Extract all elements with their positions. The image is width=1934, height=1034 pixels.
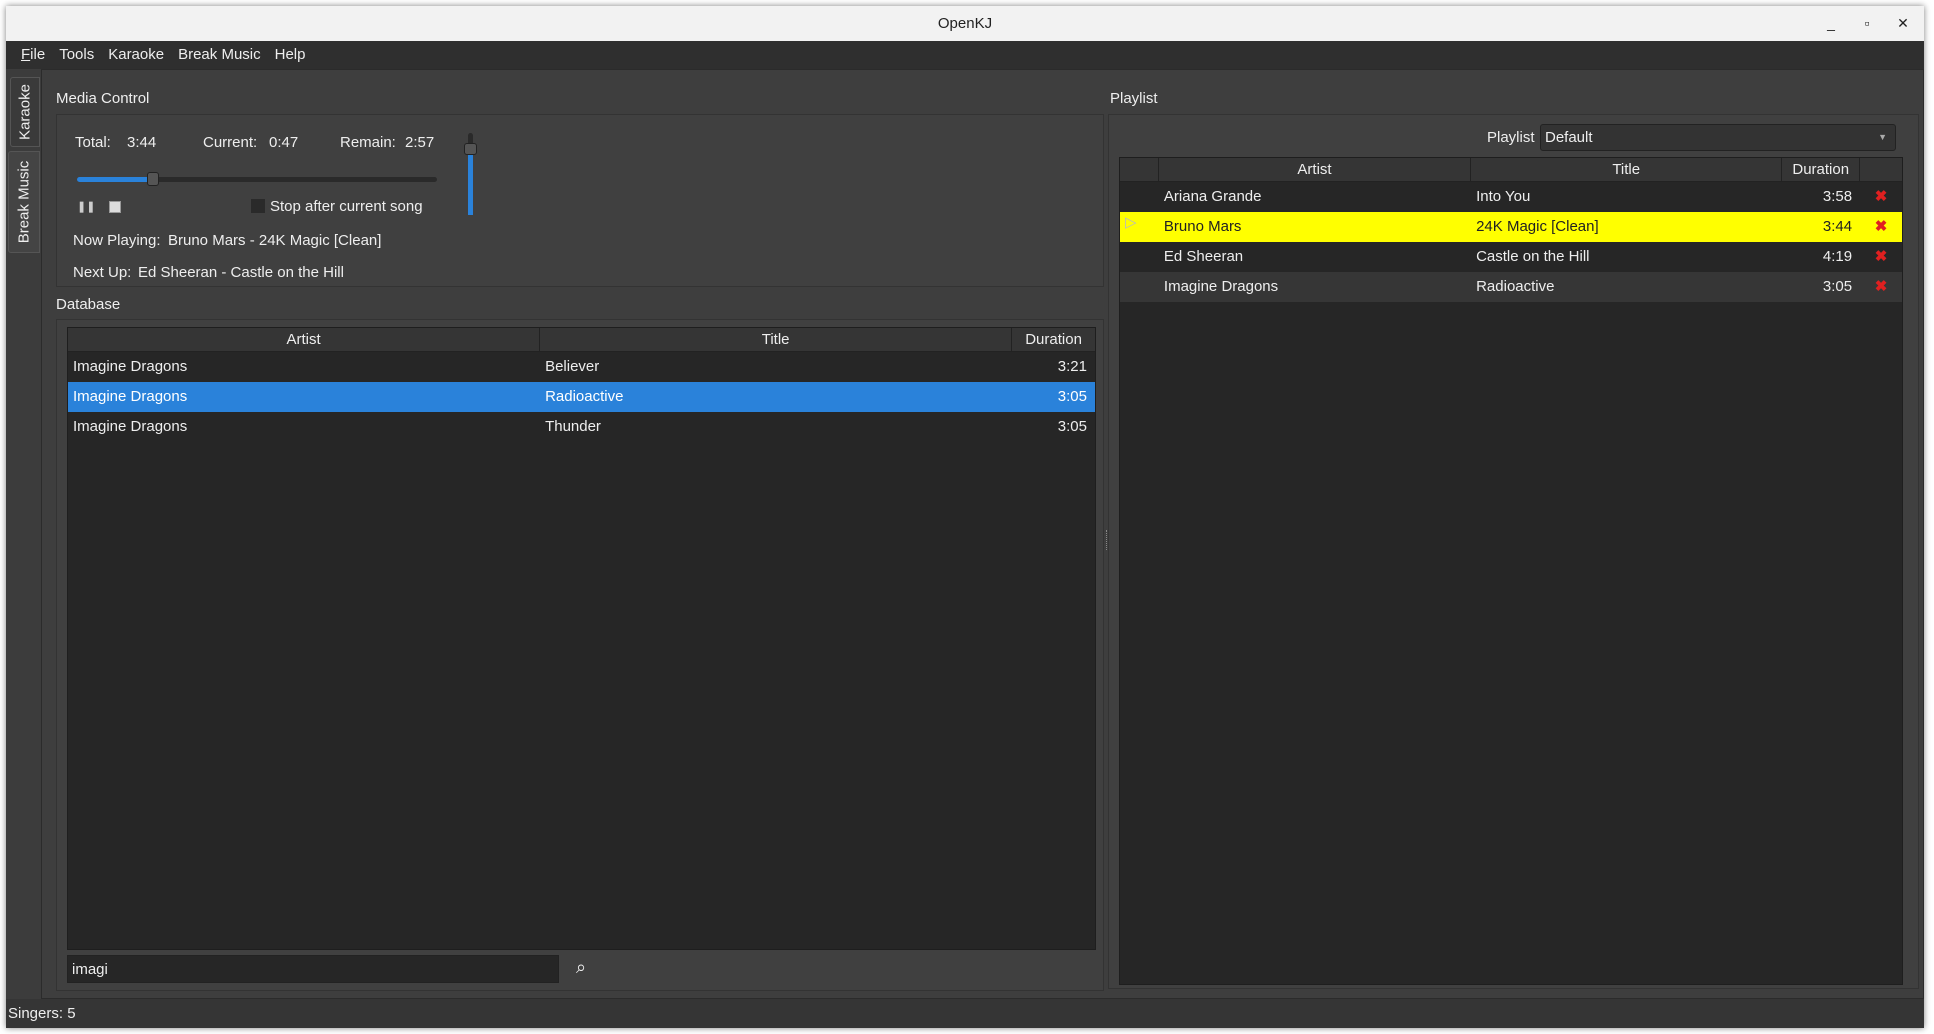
now-playing-label: Now Playing: — [73, 232, 161, 249]
now-playing-value: Bruno Mars - 24K Magic [Clean] — [168, 232, 382, 249]
pl-cell-duration: 4:19 — [1822, 248, 1853, 265]
row-status — [1120, 272, 1159, 302]
playlist-select[interactable]: Default ▼ — [1540, 124, 1896, 151]
remain-label: Remain: — [340, 134, 396, 151]
tab-break-music[interactable]: Break Music — [8, 151, 40, 253]
splitter-handle[interactable] — [1106, 530, 1109, 550]
total-label: Total: — [75, 134, 111, 151]
database-table: Artist Title Duration Imagine Dragons Bel… — [67, 327, 1096, 950]
menu-break-music[interactable]: Break Music — [178, 46, 261, 63]
db-col-duration[interactable]: Duration — [1025, 331, 1082, 348]
db-cell-artist: Imagine Dragons — [73, 358, 188, 375]
pl-col-delete — [1860, 158, 1902, 181]
db-cell-artist: Imagine Dragons — [73, 418, 188, 435]
minimize-button[interactable]: _ — [1827, 15, 1835, 31]
total-value: 3:44 — [127, 134, 157, 151]
status-bar: Singers: 5 — [6, 999, 1924, 1028]
pl-cell-artist: Ariana Grande — [1163, 188, 1262, 205]
playlist-select-value: Default — [1545, 129, 1593, 146]
pl-col-title[interactable]: Title — [1471, 158, 1783, 181]
delete-icon[interactable]: ✖ — [1874, 188, 1888, 205]
pause-icon: ❚❚ — [77, 201, 96, 213]
delete-icon[interactable]: ✖ — [1874, 248, 1888, 265]
pl-cell-title: 24K Magic [Clean] — [1476, 218, 1599, 235]
db-table-row[interactable]: Imagine Dragons Believer 3:21 — [68, 352, 1095, 382]
media-control-label: Media Control — [56, 90, 150, 107]
volume-slider[interactable] — [464, 133, 477, 215]
playlist-row[interactable]: Ariana Grande Into You 3:58 ✖ — [1120, 182, 1902, 212]
pl-cell-duration: 3:58 — [1822, 188, 1853, 205]
database-label: Database — [56, 296, 121, 313]
db-col-title[interactable]: Title — [540, 328, 1013, 351]
pause-button[interactable]: ❚❚ — [77, 200, 95, 214]
db-table-row[interactable]: Imagine Dragons Radioactive 3:05 — [68, 382, 1095, 412]
db-col-artist[interactable]: Artist — [68, 328, 541, 351]
playlist-table: Artist Title Duration Ariana Grande Into … — [1119, 157, 1903, 985]
break-music-panel: Media Control Total: 3:44 Current: 0:47 … — [41, 69, 1924, 999]
playlist-row[interactable]: Imagine Dragons Radioactive 3:05 ✖ — [1120, 272, 1902, 302]
stop-after-label: Stop after current song — [270, 198, 423, 215]
tab-karaoke[interactable]: Karaoke — [10, 77, 40, 147]
seek-handle[interactable] — [146, 172, 159, 186]
tab-break-music-label: Break Music — [15, 160, 33, 244]
window-title: OpenKJ — [937, 15, 993, 32]
remain-value: 2:57 — [405, 134, 435, 151]
title-bar: OpenKJ — [6, 6, 1924, 41]
row-status — [1120, 182, 1159, 212]
pl-col-status — [1120, 158, 1159, 181]
chevron-down-icon: ▼ — [1878, 132, 1887, 142]
search-button[interactable]: ⌕ — [569, 957, 593, 981]
pl-col-duration[interactable]: Duration — [1782, 158, 1861, 181]
row-status — [1120, 242, 1159, 272]
pl-cell-artist: Ed Sheeran — [1163, 248, 1244, 265]
playlist-label: Playlist — [1110, 90, 1158, 107]
seek-slider[interactable] — [77, 172, 437, 186]
database-search-input[interactable] — [67, 955, 559, 983]
pl-cell-duration: 3:44 — [1822, 218, 1853, 235]
db-cell-title: Thunder — [545, 418, 601, 435]
play-indicator-icon: ▷ — [1125, 214, 1137, 231]
pl-cell-title: Into You — [1476, 188, 1531, 205]
seek-fill — [77, 177, 153, 182]
pl-cell-artist: Bruno Mars — [1163, 218, 1242, 235]
pl-cell-artist: Imagine Dragons — [1163, 278, 1279, 295]
menu-karaoke[interactable]: Karaoke — [108, 46, 165, 63]
current-value: 0:47 — [269, 134, 299, 151]
maximize-button[interactable]: ▫ — [1864, 15, 1870, 31]
next-up-label: Next Up: — [73, 264, 132, 281]
app-window: OpenKJ _ ▫ ✕ File Tools Karaoke Break Mu… — [6, 6, 1924, 1028]
menu-help[interactable]: Help — [274, 46, 306, 63]
pl-cell-title: Radioactive — [1476, 278, 1555, 295]
pl-cell-duration: 3:05 — [1822, 278, 1853, 295]
menu-file[interactable]: File — [21, 46, 46, 63]
stop-after-checkbox[interactable] — [251, 199, 265, 213]
delete-icon[interactable]: ✖ — [1874, 278, 1888, 295]
delete-icon[interactable]: ✖ — [1874, 218, 1888, 235]
menu-tools[interactable]: Tools — [59, 46, 95, 63]
db-cell-duration: 3:21 — [1057, 358, 1087, 375]
db-cell-title: Believer — [545, 358, 600, 375]
stop-button[interactable] — [109, 201, 121, 213]
zoom-search-icon: ⌕ — [575, 957, 587, 977]
db-cell-duration: 3:05 — [1057, 418, 1087, 435]
db-cell-title: Radioactive — [545, 388, 624, 405]
db-cell-duration: 3:05 — [1057, 388, 1087, 405]
db-cell-artist: Imagine Dragons — [73, 388, 188, 405]
volume-handle[interactable] — [464, 143, 477, 156]
volume-fill — [468, 149, 473, 215]
next-up-value: Ed Sheeran - Castle on the Hill — [138, 264, 344, 281]
media-control-group: Total: 3:44 Current: 0:47 Remain: 2:57 ❚… — [56, 114, 1104, 287]
tab-karaoke-label: Karaoke — [16, 84, 34, 140]
close-button[interactable]: ✕ — [1897, 15, 1909, 31]
menu-bar: File Tools Karaoke Break Music Help — [6, 41, 1924, 69]
singers-count: Singers: 5 — [8, 1005, 76, 1022]
db-table-row[interactable]: Imagine Dragons Thunder 3:05 — [68, 412, 1095, 442]
pl-col-artist[interactable]: Artist — [1159, 158, 1472, 181]
playlist-combo-label: Playlist — [1487, 129, 1535, 146]
pl-cell-title: Castle on the Hill — [1476, 248, 1590, 265]
current-label: Current: — [203, 134, 258, 151]
playlist-row[interactable]: ▷ Bruno Mars 24K Magic [Clean] 3:44 ✖ — [1120, 212, 1902, 242]
playlist-row[interactable]: Ed Sheeran Castle on the Hill 4:19 ✖ — [1120, 242, 1902, 272]
